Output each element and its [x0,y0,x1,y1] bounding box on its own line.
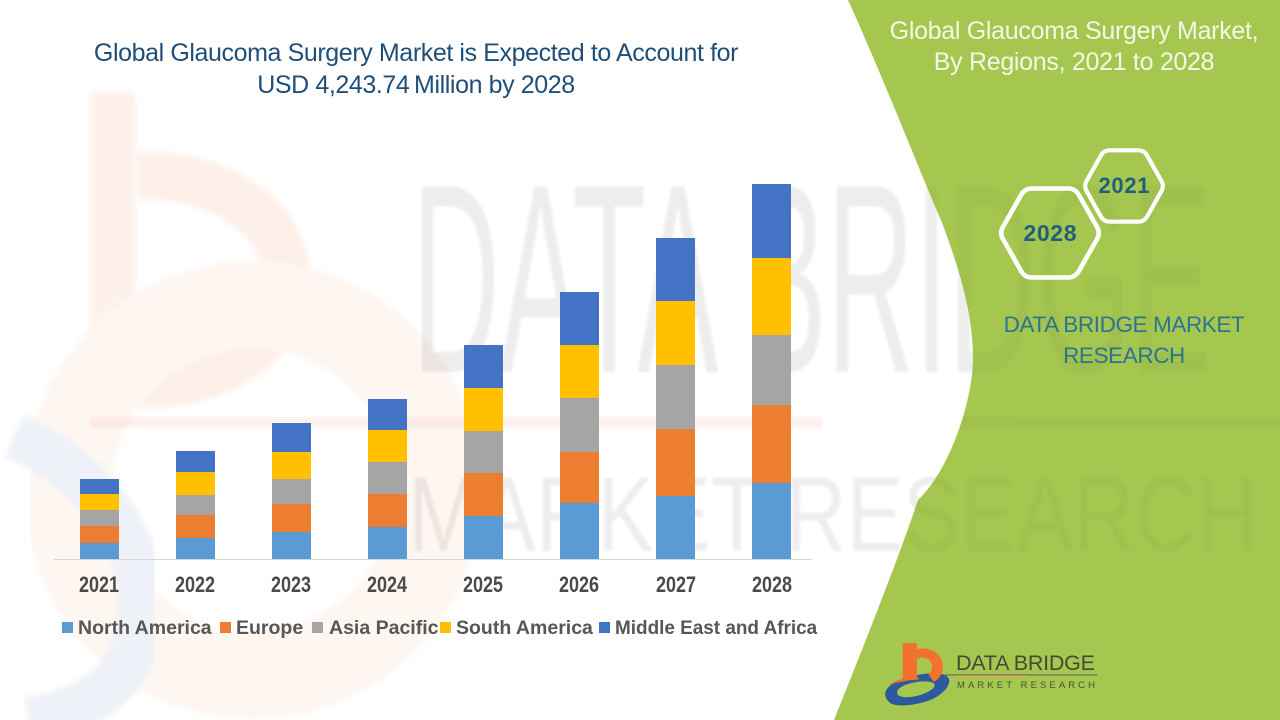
svg-text:DATA BRIDGE: DATA BRIDGE [956,651,1095,675]
svg-text:2021: 2021 [1099,173,1150,198]
svg-text:2028: 2028 [1024,220,1077,246]
svg-text:MARKET RESEARCH: MARKET RESEARCH [957,680,1095,691]
